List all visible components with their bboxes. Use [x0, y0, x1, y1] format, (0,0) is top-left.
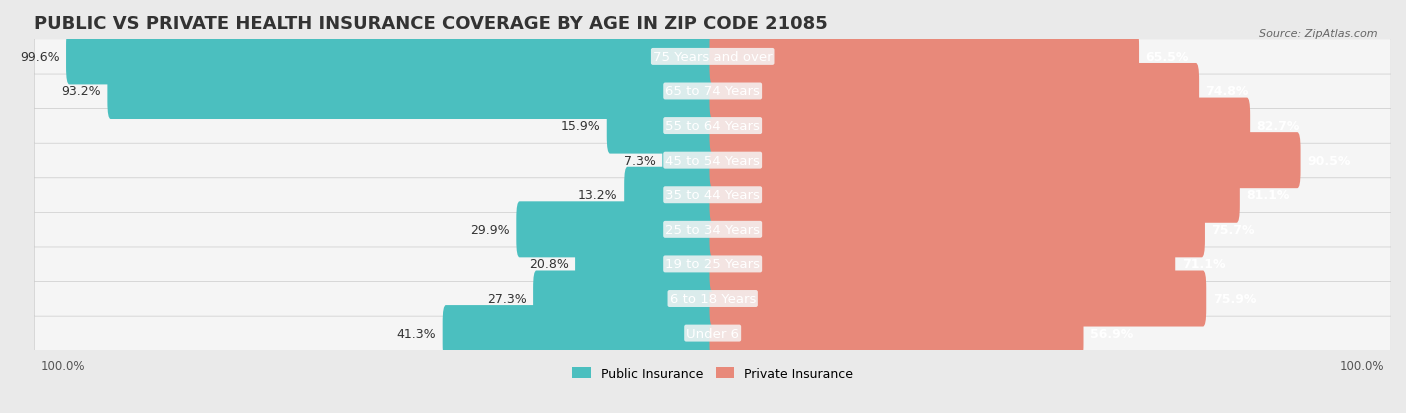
Text: 93.2%: 93.2% [62, 85, 101, 98]
FancyBboxPatch shape [516, 202, 716, 258]
Text: 45 to 54 Years: 45 to 54 Years [665, 154, 761, 167]
FancyBboxPatch shape [34, 143, 1391, 178]
Text: 35 to 44 Years: 35 to 44 Years [665, 189, 761, 202]
Text: 74.8%: 74.8% [1205, 85, 1249, 98]
Text: 81.1%: 81.1% [1246, 189, 1289, 202]
FancyBboxPatch shape [34, 247, 1391, 282]
Text: 75.7%: 75.7% [1212, 223, 1256, 236]
FancyBboxPatch shape [710, 167, 1240, 223]
FancyBboxPatch shape [443, 305, 716, 361]
Text: 90.5%: 90.5% [1308, 154, 1350, 167]
Text: 65.5%: 65.5% [1146, 51, 1189, 64]
Text: 65 to 74 Years: 65 to 74 Years [665, 85, 761, 98]
FancyBboxPatch shape [710, 98, 1250, 154]
FancyBboxPatch shape [575, 236, 716, 292]
FancyBboxPatch shape [710, 202, 1205, 258]
Text: 13.2%: 13.2% [578, 189, 617, 202]
FancyBboxPatch shape [34, 109, 1391, 144]
FancyBboxPatch shape [710, 64, 1199, 120]
Text: 6 to 18 Years: 6 to 18 Years [669, 292, 756, 305]
FancyBboxPatch shape [66, 29, 716, 85]
Text: 100.0%: 100.0% [41, 359, 86, 372]
Text: 27.3%: 27.3% [486, 292, 527, 305]
Text: 75 Years and over: 75 Years and over [652, 51, 772, 64]
Text: Under 6: Under 6 [686, 327, 740, 340]
Text: 15.9%: 15.9% [561, 120, 600, 133]
Text: 82.7%: 82.7% [1257, 120, 1301, 133]
FancyBboxPatch shape [710, 271, 1206, 327]
Text: PUBLIC VS PRIVATE HEALTH INSURANCE COVERAGE BY AGE IN ZIP CODE 21085: PUBLIC VS PRIVATE HEALTH INSURANCE COVER… [34, 15, 828, 33]
Text: 7.3%: 7.3% [624, 154, 655, 167]
FancyBboxPatch shape [107, 64, 716, 120]
Text: 55 to 64 Years: 55 to 64 Years [665, 120, 761, 133]
Text: 75.9%: 75.9% [1213, 292, 1256, 305]
FancyBboxPatch shape [34, 212, 1391, 247]
Text: Source: ZipAtlas.com: Source: ZipAtlas.com [1260, 29, 1378, 39]
Text: 19 to 25 Years: 19 to 25 Years [665, 258, 761, 271]
FancyBboxPatch shape [34, 281, 1391, 316]
FancyBboxPatch shape [624, 167, 716, 223]
Text: 41.3%: 41.3% [396, 327, 436, 340]
FancyBboxPatch shape [34, 316, 1391, 351]
FancyBboxPatch shape [34, 178, 1391, 213]
FancyBboxPatch shape [710, 29, 1139, 85]
Text: 25 to 34 Years: 25 to 34 Years [665, 223, 761, 236]
Text: 56.9%: 56.9% [1090, 327, 1133, 340]
FancyBboxPatch shape [710, 133, 1301, 189]
Text: 29.9%: 29.9% [470, 223, 510, 236]
FancyBboxPatch shape [710, 236, 1175, 292]
Legend: Public Insurance, Private Insurance: Public Insurance, Private Insurance [567, 362, 859, 385]
FancyBboxPatch shape [34, 74, 1391, 109]
FancyBboxPatch shape [34, 40, 1391, 75]
Text: 100.0%: 100.0% [1340, 359, 1385, 372]
FancyBboxPatch shape [607, 98, 716, 154]
Text: 20.8%: 20.8% [529, 258, 568, 271]
Text: 71.1%: 71.1% [1181, 258, 1225, 271]
FancyBboxPatch shape [533, 271, 716, 327]
Text: 99.6%: 99.6% [20, 51, 59, 64]
FancyBboxPatch shape [662, 133, 716, 189]
FancyBboxPatch shape [710, 305, 1084, 361]
